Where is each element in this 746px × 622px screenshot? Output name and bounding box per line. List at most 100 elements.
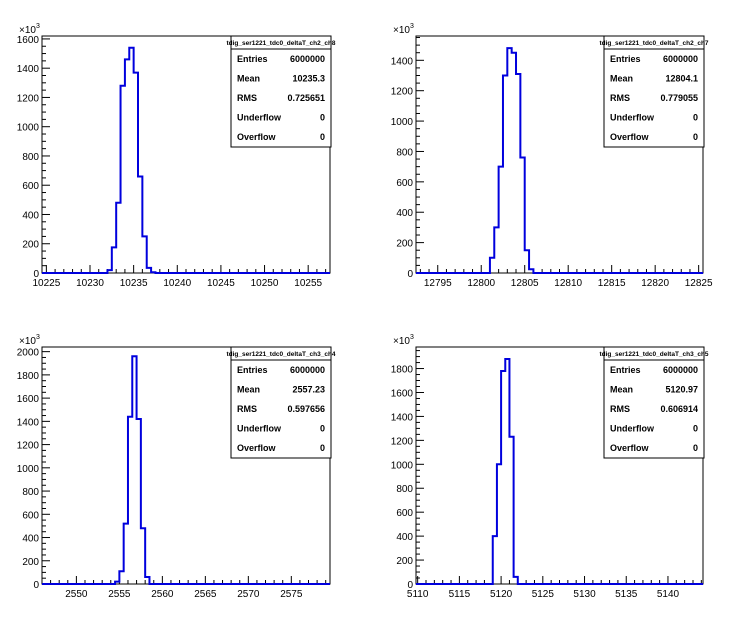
- x-tick-label: 2560: [151, 589, 174, 600]
- y-tick-label: 1200: [17, 93, 40, 104]
- histogram-panel-2: 12795 12800 12805 12810 12815 12820 12825 0 200 4…: [391, 23, 713, 289]
- stats-value: 0.597656: [287, 404, 325, 414]
- y-tick-label: 1800: [391, 365, 414, 376]
- stats-value: 2557.23: [292, 384, 325, 394]
- histogram-line: [42, 46, 330, 274]
- y-tick-label: 1000: [391, 117, 414, 128]
- x-tick-label: 5130: [573, 589, 596, 600]
- stats-value: 0: [320, 132, 325, 142]
- stats-label: Underflow: [237, 113, 282, 123]
- y-tick-label: 1800: [17, 371, 40, 382]
- x-tick-label: 5135: [615, 589, 638, 600]
- x-tick-label: 5125: [532, 589, 555, 600]
- stats-label: Overflow: [237, 443, 277, 453]
- y-tick-label: 1200: [391, 87, 414, 98]
- y-tick-label: 0: [33, 269, 39, 280]
- y-tick-label: 0: [407, 580, 413, 591]
- x-tick-label: 12800: [467, 278, 495, 289]
- x-tick-label: 2555: [108, 589, 131, 600]
- stats-label: Mean: [610, 73, 633, 83]
- stats-box: [230, 35, 332, 148]
- y-tick-label: 1600: [391, 388, 414, 399]
- stats-box: [230, 346, 332, 459]
- y-axis-exponent: ×103: [19, 23, 40, 36]
- stats-value: 0: [693, 113, 698, 123]
- stats-label: Mean: [237, 384, 260, 394]
- y-tick-label: 200: [22, 557, 39, 568]
- exponent-power: 3: [410, 334, 414, 341]
- y-axis-exponent: ×103: [393, 23, 414, 36]
- y-tick-label: 200: [396, 556, 413, 567]
- stats-label: Mean: [610, 384, 633, 394]
- x-tick-label: 12810: [554, 278, 582, 289]
- x-tick-label: 5115: [449, 589, 471, 600]
- stats-label: RMS: [610, 404, 630, 414]
- y-tick-label: 1000: [391, 460, 414, 471]
- stats-value: 0: [693, 132, 698, 142]
- y-tick-label: 400: [22, 210, 39, 221]
- y-axis-exponent: ×103: [19, 334, 40, 347]
- stats-value: 6000000: [290, 365, 325, 375]
- x-tick-label: 10240: [163, 278, 191, 289]
- y-tick-label: 800: [22, 487, 39, 498]
- stats-label: Overflow: [237, 132, 277, 142]
- y-tick-label: 1200: [17, 441, 40, 452]
- stats-label: RMS: [610, 93, 630, 103]
- histogram-panel-1: 10225 10230 10235 10240 10245 10250 10255 0 200 4…: [17, 23, 336, 289]
- stats-value: 0.725651: [287, 93, 325, 103]
- y-tick-label: 600: [22, 510, 39, 521]
- y-tick-label: 1000: [17, 123, 40, 134]
- stats-value: 0: [320, 113, 325, 123]
- y-tick-label: 1400: [17, 417, 40, 428]
- x-tick-label: 5120: [490, 589, 513, 600]
- y-tick-label: 1200: [391, 436, 414, 447]
- stats-label: RMS: [237, 93, 257, 103]
- stats-box: [603, 346, 705, 459]
- stats-title: tdig_ser1221_tdc0_deltaT_ch3_ch5: [599, 351, 708, 358]
- histogram-line: [416, 357, 703, 585]
- stats-value: 6000000: [663, 54, 698, 64]
- y-tick-label: 1600: [17, 35, 40, 46]
- y-tick-label: 1600: [17, 394, 40, 405]
- exponent-base: ×10: [19, 25, 36, 36]
- x-tick-label: 12820: [641, 278, 669, 289]
- stats-value: 6000000: [290, 54, 325, 64]
- y-tick-label: 800: [396, 484, 413, 495]
- stats-label: Overflow: [610, 132, 650, 142]
- stats-value: 0: [320, 424, 325, 434]
- stats-label: Underflow: [237, 424, 282, 434]
- stats-label: Entries: [610, 54, 641, 64]
- x-tick-label: 2570: [237, 589, 260, 600]
- stats-label: Underflow: [610, 424, 655, 434]
- x-tick-label: 12825: [685, 278, 713, 289]
- exponent-base: ×10: [393, 336, 410, 347]
- y-tick-label: 800: [396, 147, 413, 158]
- x-tick-label: 2565: [194, 589, 217, 600]
- y-tick-label: 200: [396, 239, 413, 250]
- histogram-line: [42, 355, 330, 585]
- x-tick-label: 12795: [424, 278, 452, 289]
- stats-label: RMS: [237, 404, 257, 414]
- stats-value: 0: [693, 424, 698, 434]
- x-tick-label: 12815: [598, 278, 626, 289]
- y-tick-label: 1400: [391, 412, 414, 423]
- x-tick-label: 10235: [120, 278, 148, 289]
- stats-label: Overflow: [610, 443, 650, 453]
- y-tick-label: 1400: [17, 64, 40, 75]
- histogram-panel-4: 5110 5115 5120 5125 5130 5135 5140 0 200 400 600 80…: [391, 334, 709, 600]
- stats-value: 10235.3: [292, 73, 325, 83]
- stats-title: tdig_ser1221_tdc0_deltaT_ch3_ch4: [226, 351, 335, 358]
- stats-box: [603, 35, 705, 148]
- x-tick-label: 10250: [251, 278, 279, 289]
- x-tick-label: 10245: [207, 278, 235, 289]
- stats-label: Mean: [237, 73, 260, 83]
- stats-label: Underflow: [610, 113, 655, 123]
- x-tick-label: 2575: [280, 589, 303, 600]
- y-tick-label: 600: [396, 178, 413, 189]
- y-tick-label: 600: [22, 181, 39, 192]
- exponent-base: ×10: [19, 336, 36, 347]
- x-tick-label: 5140: [657, 589, 680, 600]
- y-tick-label: 1000: [17, 464, 40, 475]
- x-tick-label: 10255: [294, 278, 322, 289]
